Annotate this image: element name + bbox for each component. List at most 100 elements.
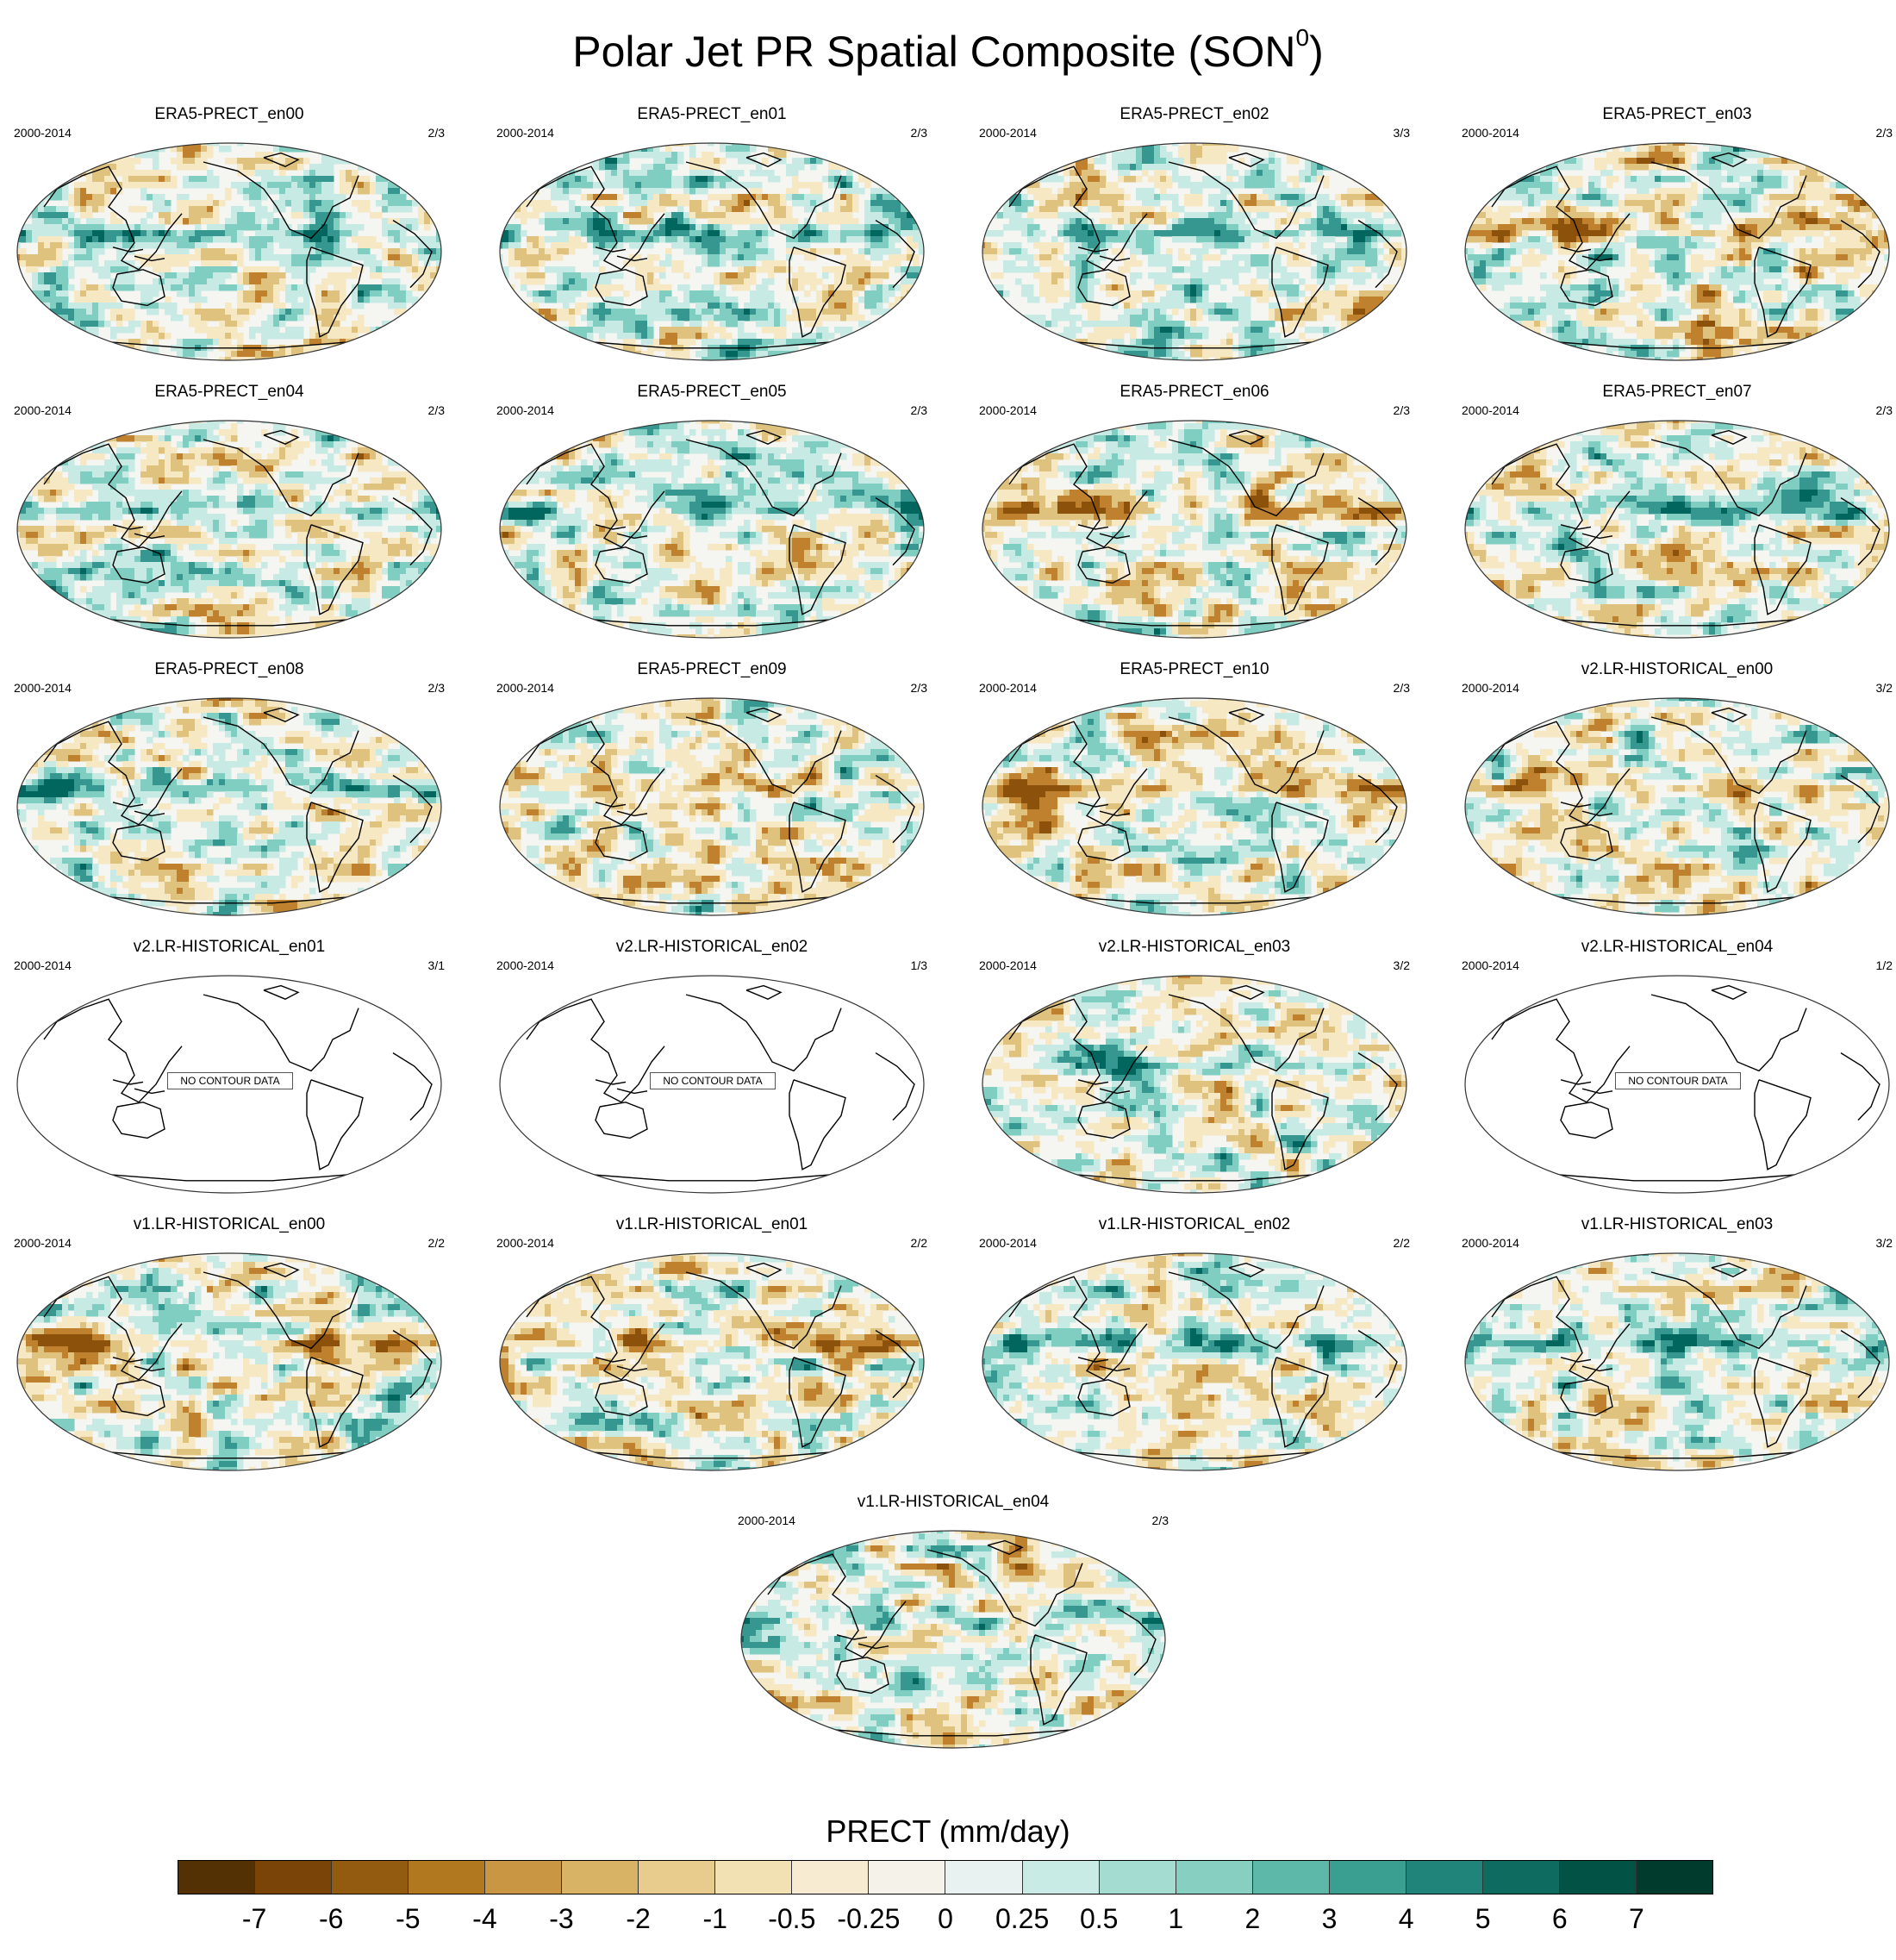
map-panel: ERA5-PRECT_en10 2000-2014 2/3 (979, 660, 1410, 936)
map-border (16, 1252, 442, 1471)
panel-title: ERA5-PRECT_en08 (14, 660, 445, 679)
globe-map (16, 142, 442, 361)
panel-period: 2000-2014 (14, 126, 72, 140)
panel-count: 3/1 (428, 958, 445, 972)
coastlines (1008, 707, 1398, 904)
globe-map (1464, 697, 1890, 916)
panel-period: 2000-2014 (14, 403, 72, 417)
map-panel: ERA5-PRECT_en03 2000-2014 2/3 (1462, 105, 1893, 381)
colorbar-box (1636, 1861, 1712, 1894)
panel-title: v2.LR-HISTORICAL_en01 (14, 938, 445, 957)
globe-map (982, 1252, 1407, 1471)
map-panel: v1.LR-HISTORICAL_en04 2000-2014 2/3 (738, 1493, 1169, 1769)
panel-count: 2/2 (428, 1236, 445, 1250)
colorbar-tick-label: 0 (938, 1903, 953, 1935)
colorbar-tick-label: -1 (702, 1903, 727, 1935)
colorbar-box (332, 1861, 409, 1894)
map-border (1464, 142, 1890, 361)
globe-map (1464, 420, 1890, 639)
panel-period: 2000-2014 (496, 1236, 554, 1250)
panel-count: 2/3 (1876, 126, 1893, 140)
coastlines (1008, 152, 1398, 349)
panel-period: 2000-2014 (979, 1236, 1037, 1250)
panel-title: ERA5-PRECT_en09 (496, 660, 927, 679)
no-data-label: NO CONTOUR DATA (1615, 1072, 1741, 1089)
globe-map (740, 1530, 1166, 1749)
coastlines (43, 152, 433, 349)
coastlines (1008, 429, 1398, 627)
panel-period: 2000-2014 (14, 681, 72, 695)
map-panel: v2.LR-HISTORICAL_en00 2000-2014 3/2 (1462, 660, 1893, 936)
colorbar-box (562, 1861, 639, 1894)
colorbar-tick-label: 2 (1244, 1903, 1260, 1935)
panel-count: 2/2 (1394, 1236, 1410, 1250)
panel-count: 2/3 (1876, 403, 1893, 417)
panel-title: v2.LR-HISTORICAL_en00 (1462, 660, 1893, 679)
panel-title: ERA5-PRECT_en07 (1462, 383, 1893, 402)
panel-count: 3/3 (1394, 126, 1410, 140)
map-panel: ERA5-PRECT_en08 2000-2014 2/3 (14, 660, 445, 936)
panel-title: ERA5-PRECT_en10 (979, 660, 1410, 679)
coastlines (1491, 152, 1880, 349)
colorbar-box (1252, 1861, 1330, 1894)
colorbar-box (1022, 1861, 1100, 1894)
globe-map (982, 420, 1407, 639)
panel-period: 2000-2014 (14, 1236, 72, 1250)
globe-map (1464, 1252, 1890, 1471)
colorbar-title: PRECT (mm/day) (0, 1813, 1896, 1850)
map-panel: ERA5-PRECT_en04 2000-2014 2/3 (14, 383, 445, 659)
map-panel: v2.LR-HISTORICAL_en03 2000-2014 3/2 (979, 938, 1410, 1214)
map-border (16, 975, 442, 1194)
precip-field (500, 143, 924, 360)
panel-period: 2000-2014 (1462, 681, 1519, 695)
panel-period: 2000-2014 (979, 126, 1037, 140)
colorbar-box (715, 1861, 793, 1894)
coastlines (1491, 984, 1880, 1182)
panel-count: 2/3 (911, 681, 927, 695)
map-panel: v1.LR-HISTORICAL_en03 2000-2014 3/2 (1462, 1215, 1893, 1491)
globe-map (499, 1252, 925, 1471)
colorbar-tick-label: -7 (242, 1903, 266, 1935)
colorbar-box (485, 1861, 563, 1894)
panel-period: 2000-2014 (979, 681, 1037, 695)
map-border (499, 697, 925, 916)
coastlines (526, 429, 915, 627)
map-panel: ERA5-PRECT_en00 2000-2014 2/3 (14, 105, 445, 381)
map-panel: ERA5-PRECT_en06 2000-2014 2/3 (979, 383, 1410, 659)
colorbar-tick-label: 4 (1399, 1903, 1414, 1935)
panel-count: 2/3 (1394, 403, 1410, 417)
panel-count: 2/3 (428, 681, 445, 695)
panel-count: 2/3 (911, 126, 927, 140)
panel-title: ERA5-PRECT_en03 (1462, 105, 1893, 124)
map-border (982, 975, 1407, 1194)
panel-count: 3/2 (1876, 681, 1893, 695)
panel-title: v1.LR-HISTORICAL_en01 (496, 1215, 927, 1234)
globe-map (982, 142, 1407, 361)
panel-count: 1/2 (1876, 958, 1893, 972)
map-panel: ERA5-PRECT_en05 2000-2014 2/3 (496, 383, 927, 659)
panel-title: ERA5-PRECT_en00 (14, 105, 445, 124)
map-border (499, 420, 925, 639)
colorbar-tick-label: 7 (1629, 1903, 1644, 1935)
colorbar-box (409, 1861, 486, 1894)
colorbar-box (869, 1861, 946, 1894)
panel-count: 2/3 (428, 126, 445, 140)
globe-map (499, 420, 925, 639)
map-border (16, 420, 442, 639)
map-panel: v1.LR-HISTORICAL_en02 2000-2014 2/2 (979, 1215, 1410, 1491)
panel-title: v1.LR-HISTORICAL_en04 (738, 1493, 1169, 1512)
colorbar-tick-label: -4 (472, 1903, 496, 1935)
map-border (1464, 420, 1890, 639)
colorbar-tick-label: 0.5 (1080, 1903, 1118, 1935)
globe-map (499, 142, 925, 361)
colorbar-tick-label: 6 (1552, 1903, 1568, 1935)
colorbar-box (1482, 1861, 1560, 1894)
map-border (1464, 1252, 1890, 1471)
colorbar-tick-label: -5 (396, 1903, 420, 1935)
colorbar-tick-label: -6 (319, 1903, 343, 1935)
coastlines (526, 707, 915, 904)
panel-count: 3/2 (1394, 958, 1410, 972)
map-border (740, 1530, 1166, 1749)
map-border (1464, 697, 1890, 916)
map-border (982, 1252, 1407, 1471)
